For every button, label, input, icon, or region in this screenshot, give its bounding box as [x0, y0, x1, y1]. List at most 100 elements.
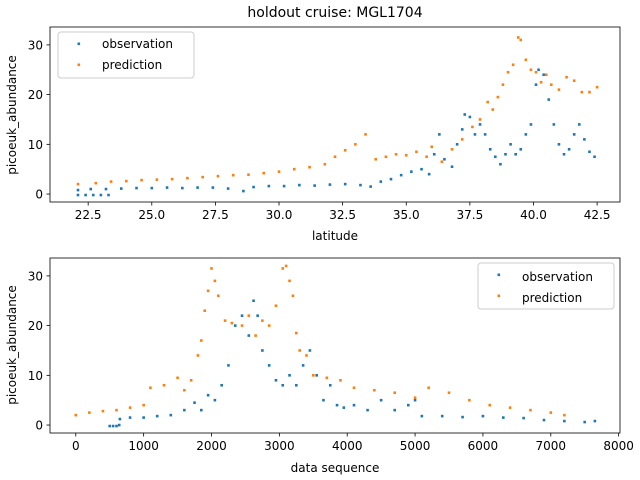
top-legend-label-prediction: prediction [102, 58, 162, 72]
bot-prediction-point-13 [203, 309, 207, 312]
bot-prediction-point-12 [200, 339, 203, 342]
top-observation-point-8 [119, 187, 123, 190]
top-x-tick-label-4: 32.5 [329, 208, 356, 222]
bot-observation-point-47 [563, 419, 566, 423]
bot-series-prediction [74, 264, 566, 417]
top-observation-point-24 [359, 183, 362, 187]
bot-prediction-point-9 [183, 388, 186, 392]
top-prediction-point-19 [354, 143, 357, 146]
bot-observation-point-14 [220, 383, 223, 387]
top-observation-point-19 [282, 184, 286, 188]
top-y-tick-label-2: 20 [28, 88, 43, 102]
top-prediction-point-12 [262, 171, 266, 175]
bot-observation-point-42 [461, 415, 464, 419]
bottom-plot-frame [49, 257, 621, 434]
top-x-tick-label-8: 42.5 [584, 208, 611, 222]
top-prediction-point-20 [364, 133, 367, 136]
bot-prediction-point-43 [488, 403, 492, 407]
bot-prediction-point-11 [196, 354, 200, 357]
top-prediction-point-28 [440, 160, 444, 164]
top-x-tick-label-3: 30.0 [266, 208, 293, 222]
top-observation-point-16 [242, 189, 245, 193]
top-prediction-point-48 [565, 75, 568, 79]
bot-observation-point-32 [335, 403, 339, 407]
top-prediction-point-5 [155, 178, 159, 181]
top-prediction-point-35 [496, 95, 500, 99]
bot-prediction-point-37 [373, 388, 376, 392]
top-prediction-point-16 [323, 162, 327, 166]
top-y-axis: 0 10 20 30 [28, 38, 50, 202]
bottom-x-axis-label: data sequence [291, 461, 380, 475]
top-prediction-point-29 [450, 148, 454, 151]
top-x-tick-label-1: 25.0 [138, 208, 165, 222]
bot-observation-point-0 [108, 424, 112, 428]
bot-prediction-point-40 [427, 386, 430, 390]
top-prediction-point-22 [384, 155, 388, 159]
bot-observation-point-37 [393, 408, 397, 412]
top-prediction-point-41 [524, 58, 528, 62]
top-observation-point-45 [499, 162, 502, 166]
bot-y-tick-label-2: 20 [28, 319, 43, 333]
top-observation-point-44 [494, 155, 497, 159]
top-prediction-point-15 [308, 165, 311, 169]
top-observation-point-0 [76, 193, 80, 197]
bot-observation-point-26 [295, 383, 298, 387]
bot-observation-point-20 [256, 314, 259, 317]
bot-x-tick-label-3: 3000 [264, 439, 295, 453]
top-observation-point-52 [534, 83, 538, 86]
bot-prediction-point-15 [210, 267, 213, 270]
top-prediction-point-50 [580, 90, 584, 94]
bot-prediction-point-34 [325, 376, 329, 380]
top-prediction-point-21 [374, 157, 378, 161]
bot-observation-point-25 [288, 374, 291, 377]
bot-x-tick-label-8: 8000 [603, 439, 634, 453]
top-observation-point-37 [460, 128, 464, 131]
bot-prediction-point-10 [189, 379, 193, 382]
bot-observation-point-22 [267, 364, 271, 367]
bot-observation-point-46 [542, 418, 546, 422]
top-x-axis: 22.5 25.0 27.5 30.0 32.5 35.0 37.5 40.0 42.5 [75, 202, 611, 222]
top-prediction-point-37 [506, 70, 510, 74]
top-y-tick-label-3: 30 [28, 38, 43, 52]
top-observation-point-1 [84, 193, 87, 197]
bot-x-tick-label-0: 0 [72, 439, 80, 453]
bottom-subplot: 0 1000 2000 3000 4000 5000 6000 7000 8000 0 10 20 3… [5, 257, 634, 475]
top-observation-point-21 [313, 184, 316, 187]
top-y-tick-label-0: 0 [35, 188, 43, 202]
bottom-data-marks [74, 264, 597, 428]
top-subplot: holdout cruise: MGL1704 22.5 25.0 27.5 30.0… [5, 5, 621, 243]
top-observation-point-50 [524, 133, 528, 136]
bot-observation-point-40 [420, 414, 424, 418]
top-x-tick-label-0: 22.5 [75, 208, 102, 222]
top-observation-point-56 [552, 123, 556, 126]
top-observation-point-55 [547, 98, 551, 101]
top-observation-point-61 [577, 123, 581, 126]
top-observation-point-59 [567, 148, 571, 151]
top-legend-marker-prediction [77, 63, 81, 67]
top-prediction-point-45 [544, 73, 548, 77]
bot-observation-point-6 [142, 416, 145, 419]
top-prediction-point-32 [478, 118, 482, 121]
top-observation-point-14 [211, 186, 215, 189]
top-observation-point-60 [572, 133, 576, 136]
top-chart-title: holdout cruise: MGL1704 [247, 5, 422, 21]
top-observation-point-46 [504, 152, 507, 156]
bot-observation-point-15 [227, 364, 230, 367]
top-prediction-point-24 [404, 153, 408, 157]
bottom-legend-label-observation: observation [522, 270, 593, 284]
bot-prediction-point-31 [298, 349, 302, 352]
top-observation-point-39 [468, 115, 472, 119]
top-observation-point-64 [593, 155, 596, 159]
top-prediction-point-43 [534, 70, 538, 74]
top-prediction-point-3 [125, 179, 128, 183]
top-prediction-point-36 [501, 83, 505, 86]
top-observation-point-28 [399, 173, 403, 177]
bot-prediction-point-28 [288, 279, 291, 283]
bottom-y-axis: 0 10 20 30 [28, 269, 50, 433]
top-observation-point-7 [104, 187, 108, 191]
bot-observation-point-16 [233, 324, 237, 327]
top-prediction-point-52 [595, 85, 599, 89]
bot-prediction-point-25 [274, 304, 278, 308]
bot-prediction-point-33 [311, 374, 315, 377]
bot-x-tick-label-6: 6000 [468, 439, 499, 453]
